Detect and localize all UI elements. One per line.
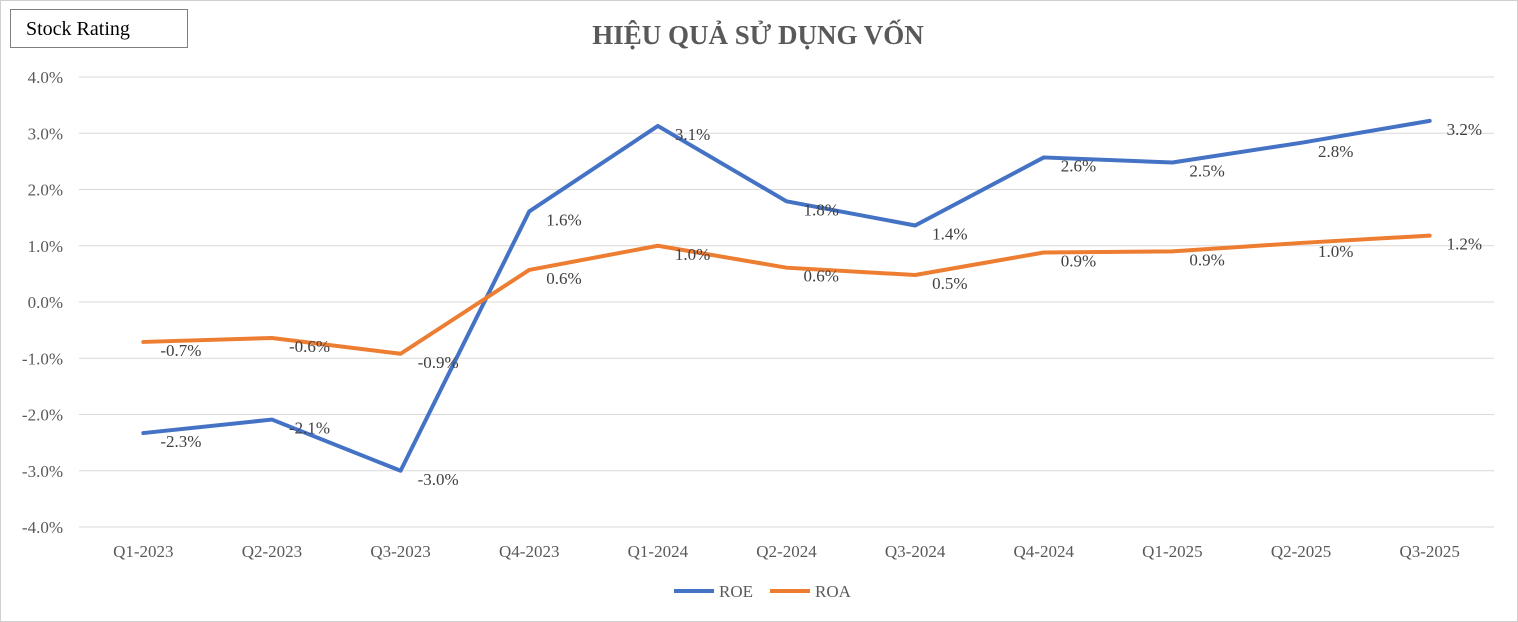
x-tick-label: Q1-2024 (628, 542, 689, 561)
data-label-roe: -2.3% (160, 432, 201, 451)
data-label-roa: -0.7% (160, 341, 201, 360)
x-tick-label: Q3-2024 (885, 542, 946, 561)
data-label-roa: 0.9% (1061, 252, 1096, 271)
data-label-roe: 3.1% (675, 125, 710, 144)
x-axis-ticks: Q1-2023 Q2-2023 Q3-2023 Q4-2023 Q1-2024 Q2-20… (113, 542, 1460, 561)
x-tick-label: Q4-2023 (499, 542, 559, 561)
data-label-roa: 0.6% (804, 267, 839, 286)
data-labels: -2.3% -2.1% -3.0% 1.6% 3.1% 1.8% 1.4% 2.6% 2.5% 2… (160, 120, 1482, 489)
x-tick-label: Q2-2023 (242, 542, 302, 561)
legend-label-roe: ROE (719, 582, 753, 601)
data-label-roe: 2.6% (1061, 156, 1096, 175)
data-label-roa: -0.6% (289, 337, 330, 356)
data-label-roe: 2.5% (1189, 162, 1224, 181)
gridlines (79, 76, 1494, 528)
x-tick-label: Q4-2024 (1014, 542, 1075, 561)
series-line-roa (141, 233, 1432, 356)
data-label-roa: 0.5% (932, 274, 967, 293)
x-tick-label: Q1-2023 (113, 542, 173, 561)
data-label-roa: -0.9% (418, 353, 459, 372)
y-tick-label: 0.0% (28, 293, 63, 312)
y-tick-label: 1.0% (28, 237, 63, 256)
legend-label-roa: ROA (815, 582, 852, 601)
data-label-roe: 3.2% (1447, 120, 1482, 139)
data-label-roe: 1.4% (932, 225, 967, 244)
y-tick-label: 3.0% (28, 124, 63, 143)
data-label-roa: 1.0% (1318, 242, 1353, 261)
x-tick-label: Q2-2024 (756, 542, 817, 561)
data-label-roe: -3.0% (418, 470, 459, 489)
y-tick-label: 2.0% (28, 181, 63, 200)
data-label-roa: 0.9% (1189, 250, 1224, 269)
data-label-roa: 1.0% (675, 245, 710, 264)
chart-title: HIỆU QUẢ SỬ DỤNG VỐN (592, 19, 924, 50)
x-tick-label: Q1-2025 (1142, 542, 1202, 561)
data-label-roa: 1.2% (1447, 235, 1482, 254)
y-tick-label: -3.0% (22, 462, 63, 481)
series-lines (141, 118, 1432, 473)
y-axis-ticks: 4.0% 3.0% 2.0% 1.0% 0.0% -1.0% -2.0% -3.0% -4.0% (22, 68, 63, 537)
data-label-roe: 1.8% (804, 200, 839, 219)
y-tick-label: 4.0% (28, 68, 63, 87)
series-line-roe (141, 118, 1432, 473)
stock-rating-badge: Stock Rating (10, 9, 188, 48)
data-label-roe: 2.8% (1318, 142, 1353, 161)
x-tick-label: Q3-2023 (370, 542, 430, 561)
legend: ROE ROA (674, 582, 852, 601)
data-label-roe: -2.1% (289, 419, 330, 438)
y-tick-label: -4.0% (22, 518, 63, 537)
data-label-roe: 1.6% (546, 210, 581, 229)
data-label-roa: 0.6% (546, 269, 581, 288)
y-tick-label: -1.0% (22, 349, 63, 368)
x-tick-label: Q3-2025 (1399, 542, 1459, 561)
y-tick-label: -2.0% (22, 406, 63, 425)
x-tick-label: Q2-2025 (1271, 542, 1331, 561)
